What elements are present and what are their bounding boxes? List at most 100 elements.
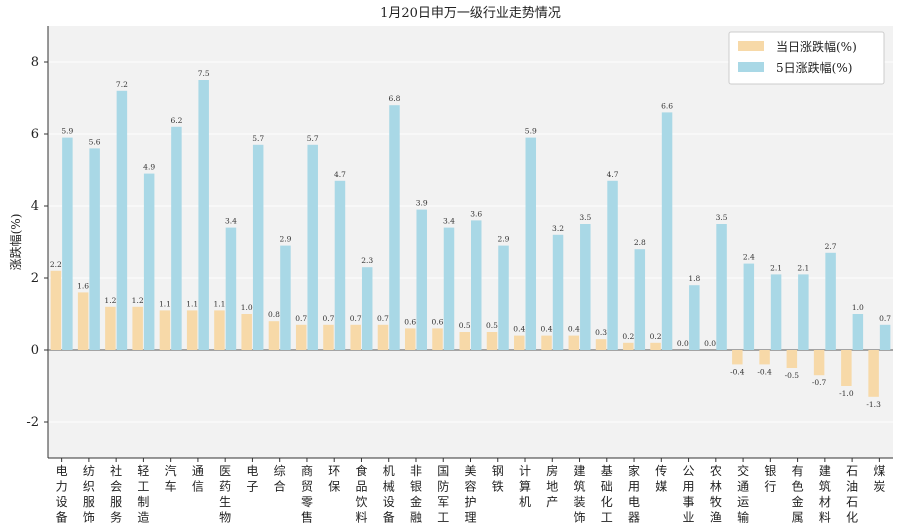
x-tick-label: 食品饮料: [355, 463, 367, 525]
data-label: 5.9: [525, 127, 537, 136]
legend-label-daily: 当日涨跌幅(%): [776, 39, 857, 54]
bar-daily: [759, 350, 770, 365]
y-tick-label: -2: [26, 415, 39, 430]
data-label: 5.7: [252, 134, 264, 143]
data-label: 1.1: [213, 299, 225, 308]
data-label: 4.7: [607, 170, 619, 179]
category-group: 0.0 1.8 公用事业: [677, 274, 701, 524]
category-group: 2.2 5.9 电力设备: [50, 127, 74, 525]
data-label: 0.7: [295, 314, 307, 323]
bar-5day: [334, 180, 346, 350]
category-group: -0.7 2.7 建筑材料: [812, 242, 837, 525]
category-group: 0.4 5.9 计算机: [513, 127, 537, 509]
data-label: 5.9: [61, 127, 73, 136]
bar-daily: [50, 270, 62, 350]
y-tick-label: 6: [31, 127, 39, 142]
data-label: 1.8: [688, 274, 700, 283]
category-group: 0.7 2.3 食品饮料: [350, 256, 374, 524]
bar-daily: [295, 324, 307, 350]
bar-5day: [252, 144, 264, 350]
bar-5day: [443, 227, 455, 350]
data-label: 3.6: [470, 209, 482, 218]
category-group: 0.7 5.7 商贸零售: [295, 134, 319, 525]
bar-5day: [89, 148, 100, 350]
x-tick-label: 计算机: [519, 464, 531, 509]
data-label: 1.2: [104, 296, 116, 305]
bar-daily: [214, 310, 225, 350]
data-label: 1.0: [852, 303, 864, 312]
category-group: -0.4 2.4 交通运输: [730, 253, 755, 525]
data-label: 0.6: [404, 317, 416, 326]
x-tick-label: 传媒: [655, 463, 667, 494]
x-tick-label: 基础化工: [601, 464, 613, 525]
category-group: 0.0 3.5 农林牧渔: [704, 213, 728, 525]
data-label: 2.3: [361, 256, 373, 265]
bar-daily: [868, 350, 879, 397]
bar-5day: [852, 314, 864, 350]
x-tick-label: 农林牧渔: [710, 464, 722, 525]
x-tick-label: 电力设备: [56, 464, 68, 525]
bar-daily: [159, 310, 171, 350]
bar-5day: [389, 105, 400, 350]
category-group: 0.2 6.6 传媒: [650, 101, 674, 493]
bar-5day: [879, 324, 891, 350]
category-group: 0.7 6.8 机械设备: [377, 94, 401, 524]
bar-5day: [62, 137, 73, 350]
data-label: 3.5: [716, 213, 728, 222]
bar-daily: [77, 292, 89, 350]
y-tick-label: 2: [31, 271, 39, 286]
x-tick-label: 环保: [328, 464, 340, 494]
data-label: 1.6: [77, 281, 89, 290]
bar-daily: [568, 335, 580, 350]
bar-daily: [486, 332, 498, 350]
data-label: 2.9: [498, 235, 510, 244]
plot-background: [48, 26, 893, 458]
data-label: 0.4: [541, 325, 553, 334]
category-group: 0.8 2.9 综合: [268, 235, 292, 494]
x-tick-label: 医药生物: [219, 464, 231, 525]
bar-daily: [132, 306, 143, 350]
bar-daily: [732, 350, 743, 365]
bar-daily: [514, 335, 525, 350]
y-tick-label: 4: [31, 199, 39, 214]
bar-daily: [813, 350, 825, 376]
legend-swatch-daily: [738, 41, 764, 51]
bar-daily: [459, 332, 470, 350]
data-label: 7.5: [198, 69, 210, 78]
data-label: -0.7: [812, 378, 827, 387]
data-label: 0.4: [568, 325, 580, 334]
bar-daily: [841, 350, 852, 386]
bar-5day: [607, 180, 618, 350]
data-label: -1.3: [866, 400, 881, 409]
data-label: 2.9: [279, 235, 291, 244]
x-tick-label: 综合: [274, 464, 286, 494]
legend-label-5day: 5日涨跌幅(%): [776, 60, 852, 75]
x-tick-label: 家用电器: [628, 463, 640, 525]
bar-daily: [786, 350, 798, 368]
bar-5day: [798, 274, 809, 350]
x-tick-label: 煤炭: [873, 464, 885, 494]
data-label: 0.2: [622, 332, 634, 341]
category-group: 1.2 4.9 轻工制造: [132, 163, 156, 525]
x-tick-label: 社会服务: [110, 463, 122, 525]
bar-5day: [770, 274, 782, 350]
bar-daily: [241, 314, 252, 350]
data-label: 2.2: [50, 260, 62, 269]
data-label: 2.1: [797, 263, 809, 272]
data-label: 1.1: [186, 299, 198, 308]
data-label: 0.5: [486, 321, 498, 330]
category-group: 0.4 3.5 建筑装饰: [568, 213, 592, 525]
category-group: 0.6 3.9 非银金融: [404, 199, 428, 525]
category-group: 1.0 5.7 电子: [241, 134, 265, 494]
bar-5day: [280, 245, 291, 350]
data-label: 4.7: [334, 170, 346, 179]
bar-5day: [307, 144, 318, 350]
bar-daily: [404, 328, 416, 350]
y-axis-label: 涨跌幅(%): [8, 214, 23, 271]
bar-5day: [143, 173, 155, 350]
x-tick-label: 国防军工: [437, 464, 449, 525]
bar-5day: [743, 263, 755, 350]
data-label: 5.6: [89, 137, 101, 146]
x-tick-label: 轻工制造: [137, 464, 149, 525]
data-label: -0.5: [785, 371, 800, 380]
